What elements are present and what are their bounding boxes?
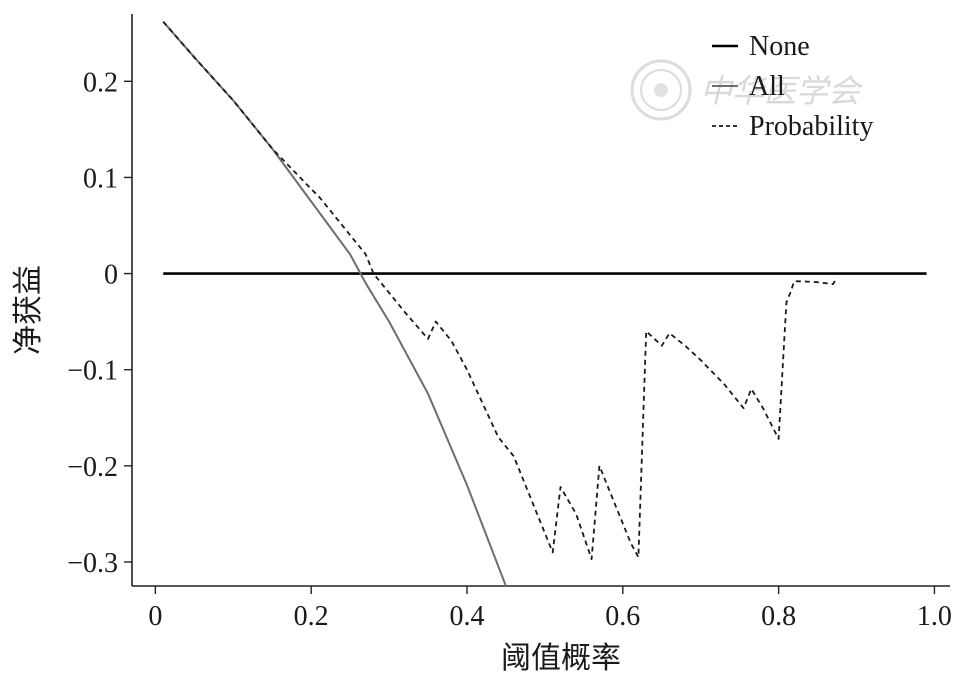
watermark-text: 中华医学会	[700, 72, 863, 110]
x-tick-label: 0.6	[605, 601, 640, 632]
x-tick-label: 1.0	[917, 601, 952, 632]
legend-label-probability: Probability	[749, 111, 873, 142]
x-tick-label: 0.4	[449, 601, 484, 632]
y-tick-label: 0.1	[83, 163, 118, 194]
x-tick-label: 0.2	[294, 601, 329, 632]
y-axis-title: 净获益	[11, 265, 46, 355]
series-line-all	[162, 21, 507, 587]
x-axis-title: 阈值概率	[501, 641, 621, 676]
watermark-logo: 中华医学会	[630, 59, 863, 121]
legend-label-all: All	[749, 71, 785, 102]
x-tick-label: 0.8	[761, 601, 796, 632]
y-tick-label: −0.3	[67, 548, 118, 579]
y-tick-label: 0.2	[83, 67, 118, 98]
y-tick-label: −0.2	[67, 452, 118, 483]
x-tick-label: 0	[148, 601, 162, 632]
y-tick-label: 0	[104, 260, 118, 291]
legend-label-none: None	[749, 31, 810, 62]
series-line-probability	[162, 21, 838, 560]
axes: 0 0.2 0.4 0.6 0.8 1.0 0.2 0.1 0 −0.1 −0.2 −0.3	[67, 14, 952, 632]
y-tick-label: −0.1	[67, 356, 118, 387]
series-layer	[162, 21, 927, 587]
legend: None All Probability	[712, 31, 873, 142]
